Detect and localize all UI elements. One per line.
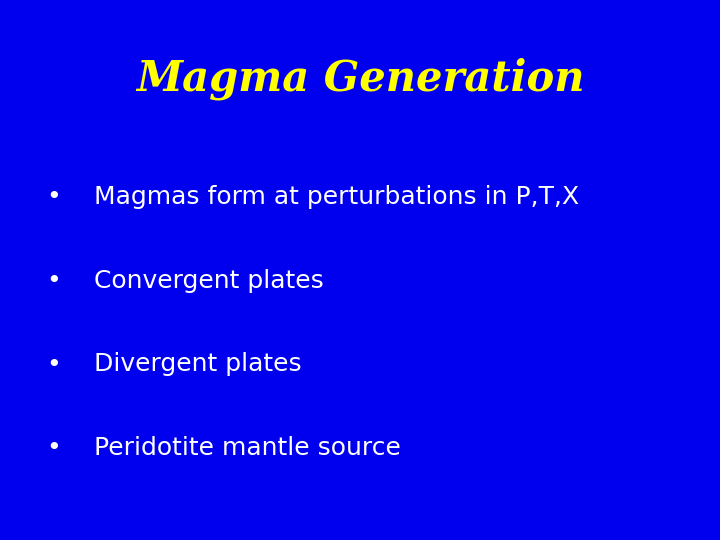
Text: Magmas form at perturbations in P,T,X: Magmas form at perturbations in P,T,X: [94, 185, 579, 209]
Text: Peridotite mantle source: Peridotite mantle source: [94, 436, 400, 460]
Text: Divergent plates: Divergent plates: [94, 353, 301, 376]
Text: •: •: [47, 436, 61, 460]
Text: •: •: [47, 269, 61, 293]
Text: Magma Generation: Magma Generation: [136, 57, 584, 99]
Text: Convergent plates: Convergent plates: [94, 269, 323, 293]
Text: •: •: [47, 185, 61, 209]
Text: •: •: [47, 353, 61, 376]
